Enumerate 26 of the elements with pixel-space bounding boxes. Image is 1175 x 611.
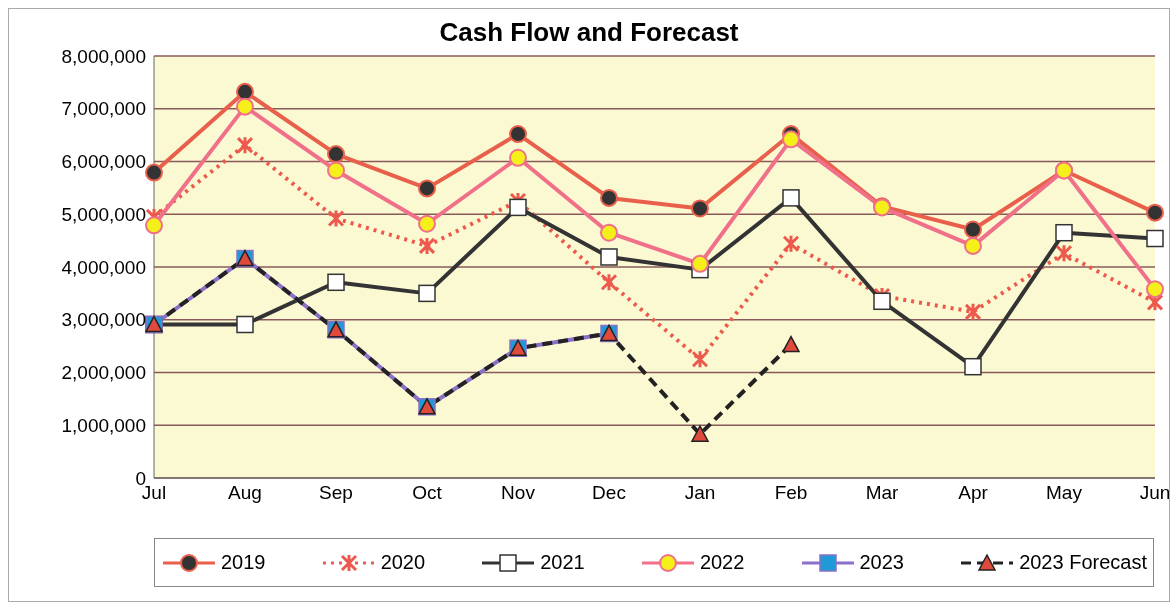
y-tick-label: 0	[135, 467, 146, 489]
legend-label: 2022	[699, 551, 745, 574]
x-tick-label: Sep	[319, 482, 353, 504]
legend-label: 2023 Forecast	[1019, 551, 1147, 574]
x-tick-label: Jun	[1139, 482, 1171, 504]
x-tick-label: May	[1046, 482, 1083, 504]
x-tick-label: Feb	[774, 482, 808, 504]
legend-label: 2021	[540, 551, 585, 574]
y-tick-label: 2,000,000	[61, 362, 146, 384]
chart-title: Cash Flow and Forecast	[439, 17, 739, 47]
x-tick-label: Apr	[958, 482, 989, 504]
x-tick-label: Oct	[412, 482, 443, 504]
x-tick-label: Nov	[501, 482, 536, 504]
y-tick-label: 1,000,000	[61, 414, 146, 436]
legend-label: 2019	[221, 551, 266, 574]
legend-label: 2020	[380, 551, 426, 574]
legend-label: 2023	[859, 551, 904, 574]
y-tick-label: 8,000,000	[61, 45, 146, 67]
x-tick-label: Jan	[684, 482, 716, 504]
x-tick-label: Aug	[228, 482, 262, 504]
x-tick-label: Dec	[592, 482, 626, 504]
y-tick-label: 5,000,000	[61, 203, 146, 225]
y-tick-label: 7,000,000	[61, 98, 146, 120]
y-tick-label: 6,000,000	[61, 151, 146, 173]
x-tick-label: Mar	[865, 482, 900, 504]
y-tick-label: 4,000,000	[61, 256, 146, 278]
